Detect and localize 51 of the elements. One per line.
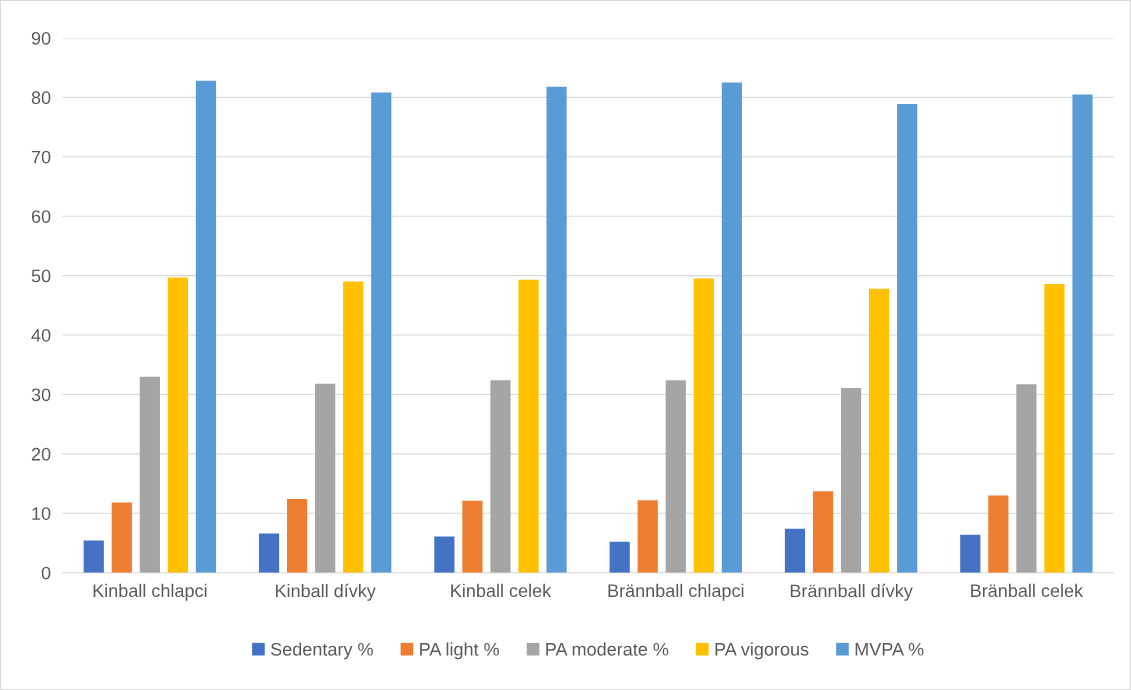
y-tick-label: 90 <box>31 31 51 45</box>
bar <box>139 376 160 573</box>
bar <box>315 383 336 573</box>
bar <box>665 380 686 573</box>
y-tick-label: 40 <box>31 328 51 342</box>
bar <box>258 533 280 573</box>
bar <box>195 80 217 573</box>
bar <box>840 387 862 573</box>
bar <box>812 491 834 573</box>
bar <box>988 495 1009 573</box>
bar <box>434 536 455 573</box>
bar <box>693 278 714 573</box>
bar <box>1072 94 1093 573</box>
legend-label: PA light % <box>420 642 500 660</box>
bar <box>490 380 511 573</box>
y-tick-label: 60 <box>31 210 51 223</box>
bar <box>869 288 890 573</box>
y-tick-label: 80 <box>31 91 51 105</box>
x-tick-label: Kinball celek <box>451 583 552 598</box>
bar <box>637 500 658 573</box>
bar <box>1016 384 1037 573</box>
bar <box>546 86 567 573</box>
x-tick-label: Kinball chlapci <box>93 583 207 601</box>
y-tick-label: 50 <box>31 269 51 283</box>
legend-label: PA vigorous <box>715 642 809 660</box>
legend-label: PA moderate % <box>546 642 669 656</box>
y-tick-label: 30 <box>31 388 51 402</box>
y-tick-label: 70 <box>31 150 51 164</box>
bar <box>960 534 981 573</box>
bar <box>609 541 630 573</box>
bar <box>83 540 104 573</box>
x-tick-label: Kinball dívky <box>275 583 376 601</box>
y-tick-label: 20 <box>31 447 51 461</box>
bar <box>784 528 806 573</box>
bar <box>897 103 918 573</box>
y-tick-label: 10 <box>32 507 51 520</box>
bar <box>462 500 483 573</box>
legend-label: Sedentary % <box>270 642 373 660</box>
bar <box>287 499 308 573</box>
bar <box>721 82 742 573</box>
bar <box>167 277 188 573</box>
bar <box>343 281 364 573</box>
x-tick-label: Brännball dívky <box>790 583 913 601</box>
legend-label: MVPA % <box>855 642 924 656</box>
bar <box>518 279 539 573</box>
x-tick-label: Brännball chlapci <box>608 583 744 601</box>
x-tick-label: Bränball celek <box>971 583 1084 598</box>
bar <box>1044 283 1065 573</box>
bar <box>111 502 132 573</box>
y-tick-label: 0 <box>41 566 51 580</box>
bar <box>371 92 392 573</box>
